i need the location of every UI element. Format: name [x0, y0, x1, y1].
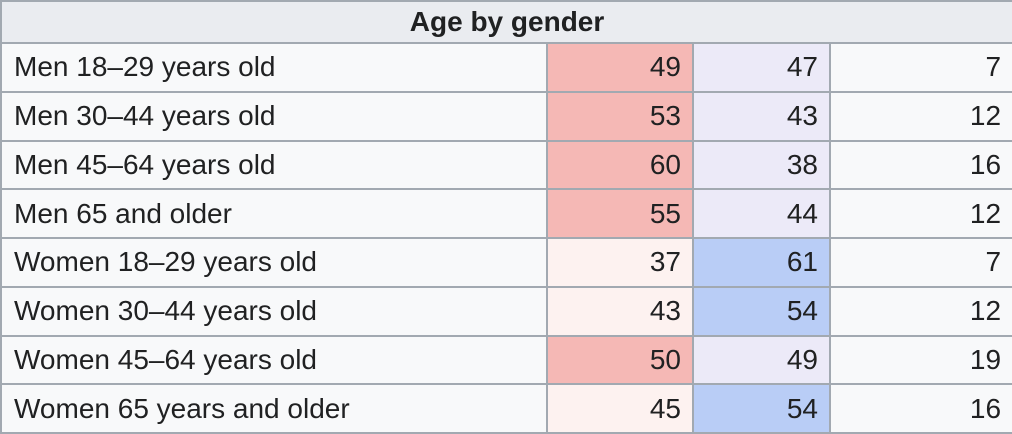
value-cell: 50 [546, 334, 694, 386]
row-label: Women 30–44 years old [0, 285, 548, 337]
value-cell: 53 [546, 90, 694, 142]
value-cell: 12 [828, 188, 1012, 239]
value-cell: 47 [692, 42, 831, 93]
value-cell: 16 [828, 383, 1012, 434]
value-cell: 61 [692, 237, 831, 288]
value-cell: 54 [692, 285, 831, 337]
row-label: Women 65 years and older [0, 383, 548, 434]
value-cell: 45 [546, 383, 694, 434]
table-title: Age by gender [0, 0, 1012, 44]
value-cell: 37 [546, 237, 694, 288]
table-row: Men 45–64 years old 60 38 16 [0, 139, 1012, 191]
row-label: Men 18–29 years old [0, 42, 548, 93]
value-cell: 7 [828, 237, 1012, 288]
value-cell: 19 [828, 334, 1012, 386]
table-header-row: Age by gender [0, 0, 1012, 44]
table-row: Men 18–29 years old 49 47 7 [0, 42, 1012, 93]
value-cell: 49 [692, 334, 831, 386]
value-cell: 55 [546, 188, 694, 239]
value-cell: 16 [828, 139, 1012, 191]
value-cell: 49 [546, 42, 694, 93]
table-row: Men 65 and older 55 44 12 [0, 188, 1012, 239]
value-cell: 12 [828, 285, 1012, 337]
value-cell: 43 [692, 90, 831, 142]
row-label: Men 45–64 years old [0, 139, 548, 191]
table-row: Women 65 years and older 45 54 16 [0, 383, 1012, 434]
row-label: Women 18–29 years old [0, 237, 548, 288]
table-row: Women 30–44 years old 43 54 12 [0, 285, 1012, 337]
value-cell: 38 [692, 139, 831, 191]
value-cell: 44 [692, 188, 831, 239]
row-label: Women 45–64 years old [0, 334, 548, 386]
table-row: Men 30–44 years old 53 43 12 [0, 90, 1012, 142]
value-cell: 43 [546, 285, 694, 337]
row-label: Men 65 and older [0, 188, 548, 239]
value-cell: 54 [692, 383, 831, 434]
value-cell: 12 [828, 90, 1012, 142]
value-cell: 7 [828, 42, 1012, 93]
table-row: Women 45–64 years old 50 49 19 [0, 334, 1012, 386]
value-cell: 60 [546, 139, 694, 191]
row-label: Men 30–44 years old [0, 90, 548, 142]
table-row: Women 18–29 years old 37 61 7 [0, 237, 1012, 288]
